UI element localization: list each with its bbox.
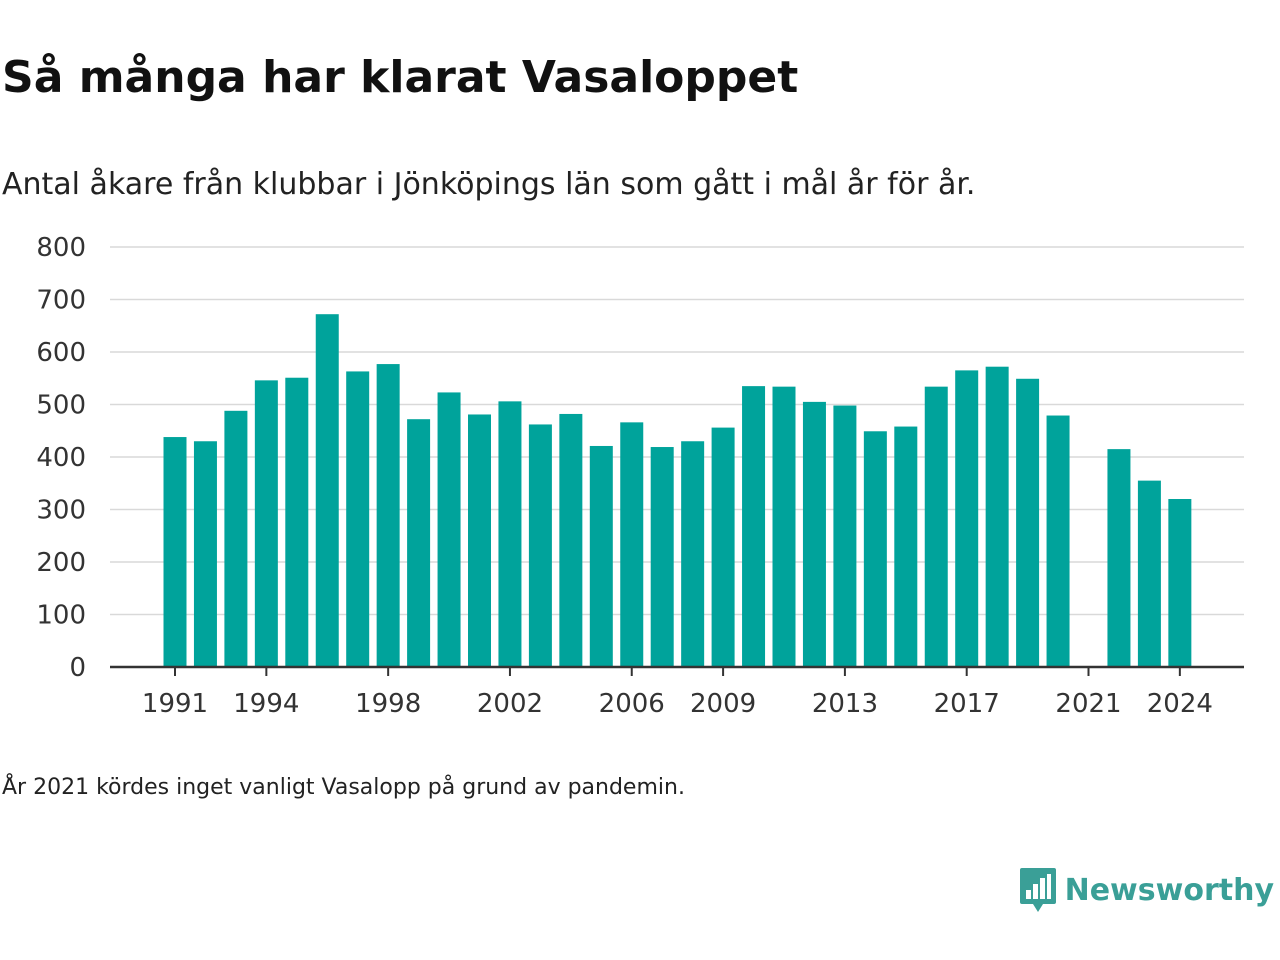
bar [315,314,339,667]
y-tick-label: 500 [36,391,86,421]
y-tick-label: 300 [36,496,86,526]
newsworthy-logo-icon [1019,868,1056,912]
y-tick-label: 600 [36,338,86,368]
bar [863,431,887,667]
bar [681,441,705,667]
x-tick-label: 2009 [690,689,756,719]
bar [498,401,522,667]
y-tick-label: 800 [36,233,86,263]
bar [1168,499,1192,667]
x-tick-label: 2021 [1055,689,1121,719]
bar [589,445,613,667]
bar [346,371,370,667]
y-tick-label: 400 [36,443,86,473]
bar [802,401,826,667]
y-tick-label: 200 [36,548,86,578]
bars [163,314,1192,667]
bar [437,392,461,667]
bar [163,437,187,667]
x-tick-label: 1998 [355,689,421,719]
x-tick-label: 2006 [599,689,665,719]
bar [955,370,979,667]
gridlines [110,246,1244,616]
bar [285,377,309,667]
footnote: År 2021 kördes inget vanligt Vasalopp på… [2,775,685,800]
y-tick-label: 100 [36,601,86,631]
bar [254,380,278,667]
bar [650,447,674,667]
x-tick-label: 2013 [812,689,878,719]
bar-chart: 0 100 200 300 400 500 600 700 800 1991 1994 1998 20… [36,233,1244,719]
bar [224,410,248,667]
bar [528,424,552,667]
bar [468,414,491,667]
x-tick-label: 2002 [477,689,543,719]
bar [1137,480,1161,667]
y-tick-label: 700 [36,286,86,316]
bar [711,427,735,667]
bar [985,366,1009,667]
x-tick-label: 1991 [142,689,208,719]
x-tick-label: 2017 [934,689,1000,719]
chart-subtitle: Antal åkare från klubbar i Jönköpings lä… [2,167,976,202]
y-tick-label: 0 [69,653,86,683]
newsworthy-logo: Newsworthy [1019,866,1274,914]
brand-name: Newsworthy [1064,872,1274,908]
bar [559,413,583,667]
bar [1107,449,1131,667]
x-tick-label: 1994 [233,689,299,719]
y-axis-ticks: 0 100 200 300 400 500 600 700 800 [36,233,86,683]
chart-title: Så många har klarat Vasaloppet [2,52,799,103]
bar [772,386,796,667]
bar [924,386,948,667]
bar [376,364,400,667]
bar [620,422,644,667]
bar [193,441,217,667]
x-tick-label: 2024 [1147,689,1213,719]
bar [407,419,431,667]
x-axis-ticks: 1991 1994 1998 2002 2006 2009 2013 2017 2021 2024 [142,667,1213,719]
bar [1016,378,1040,667]
bar [833,405,857,667]
bar [894,426,918,667]
bar [742,386,766,667]
bar [1046,415,1070,667]
